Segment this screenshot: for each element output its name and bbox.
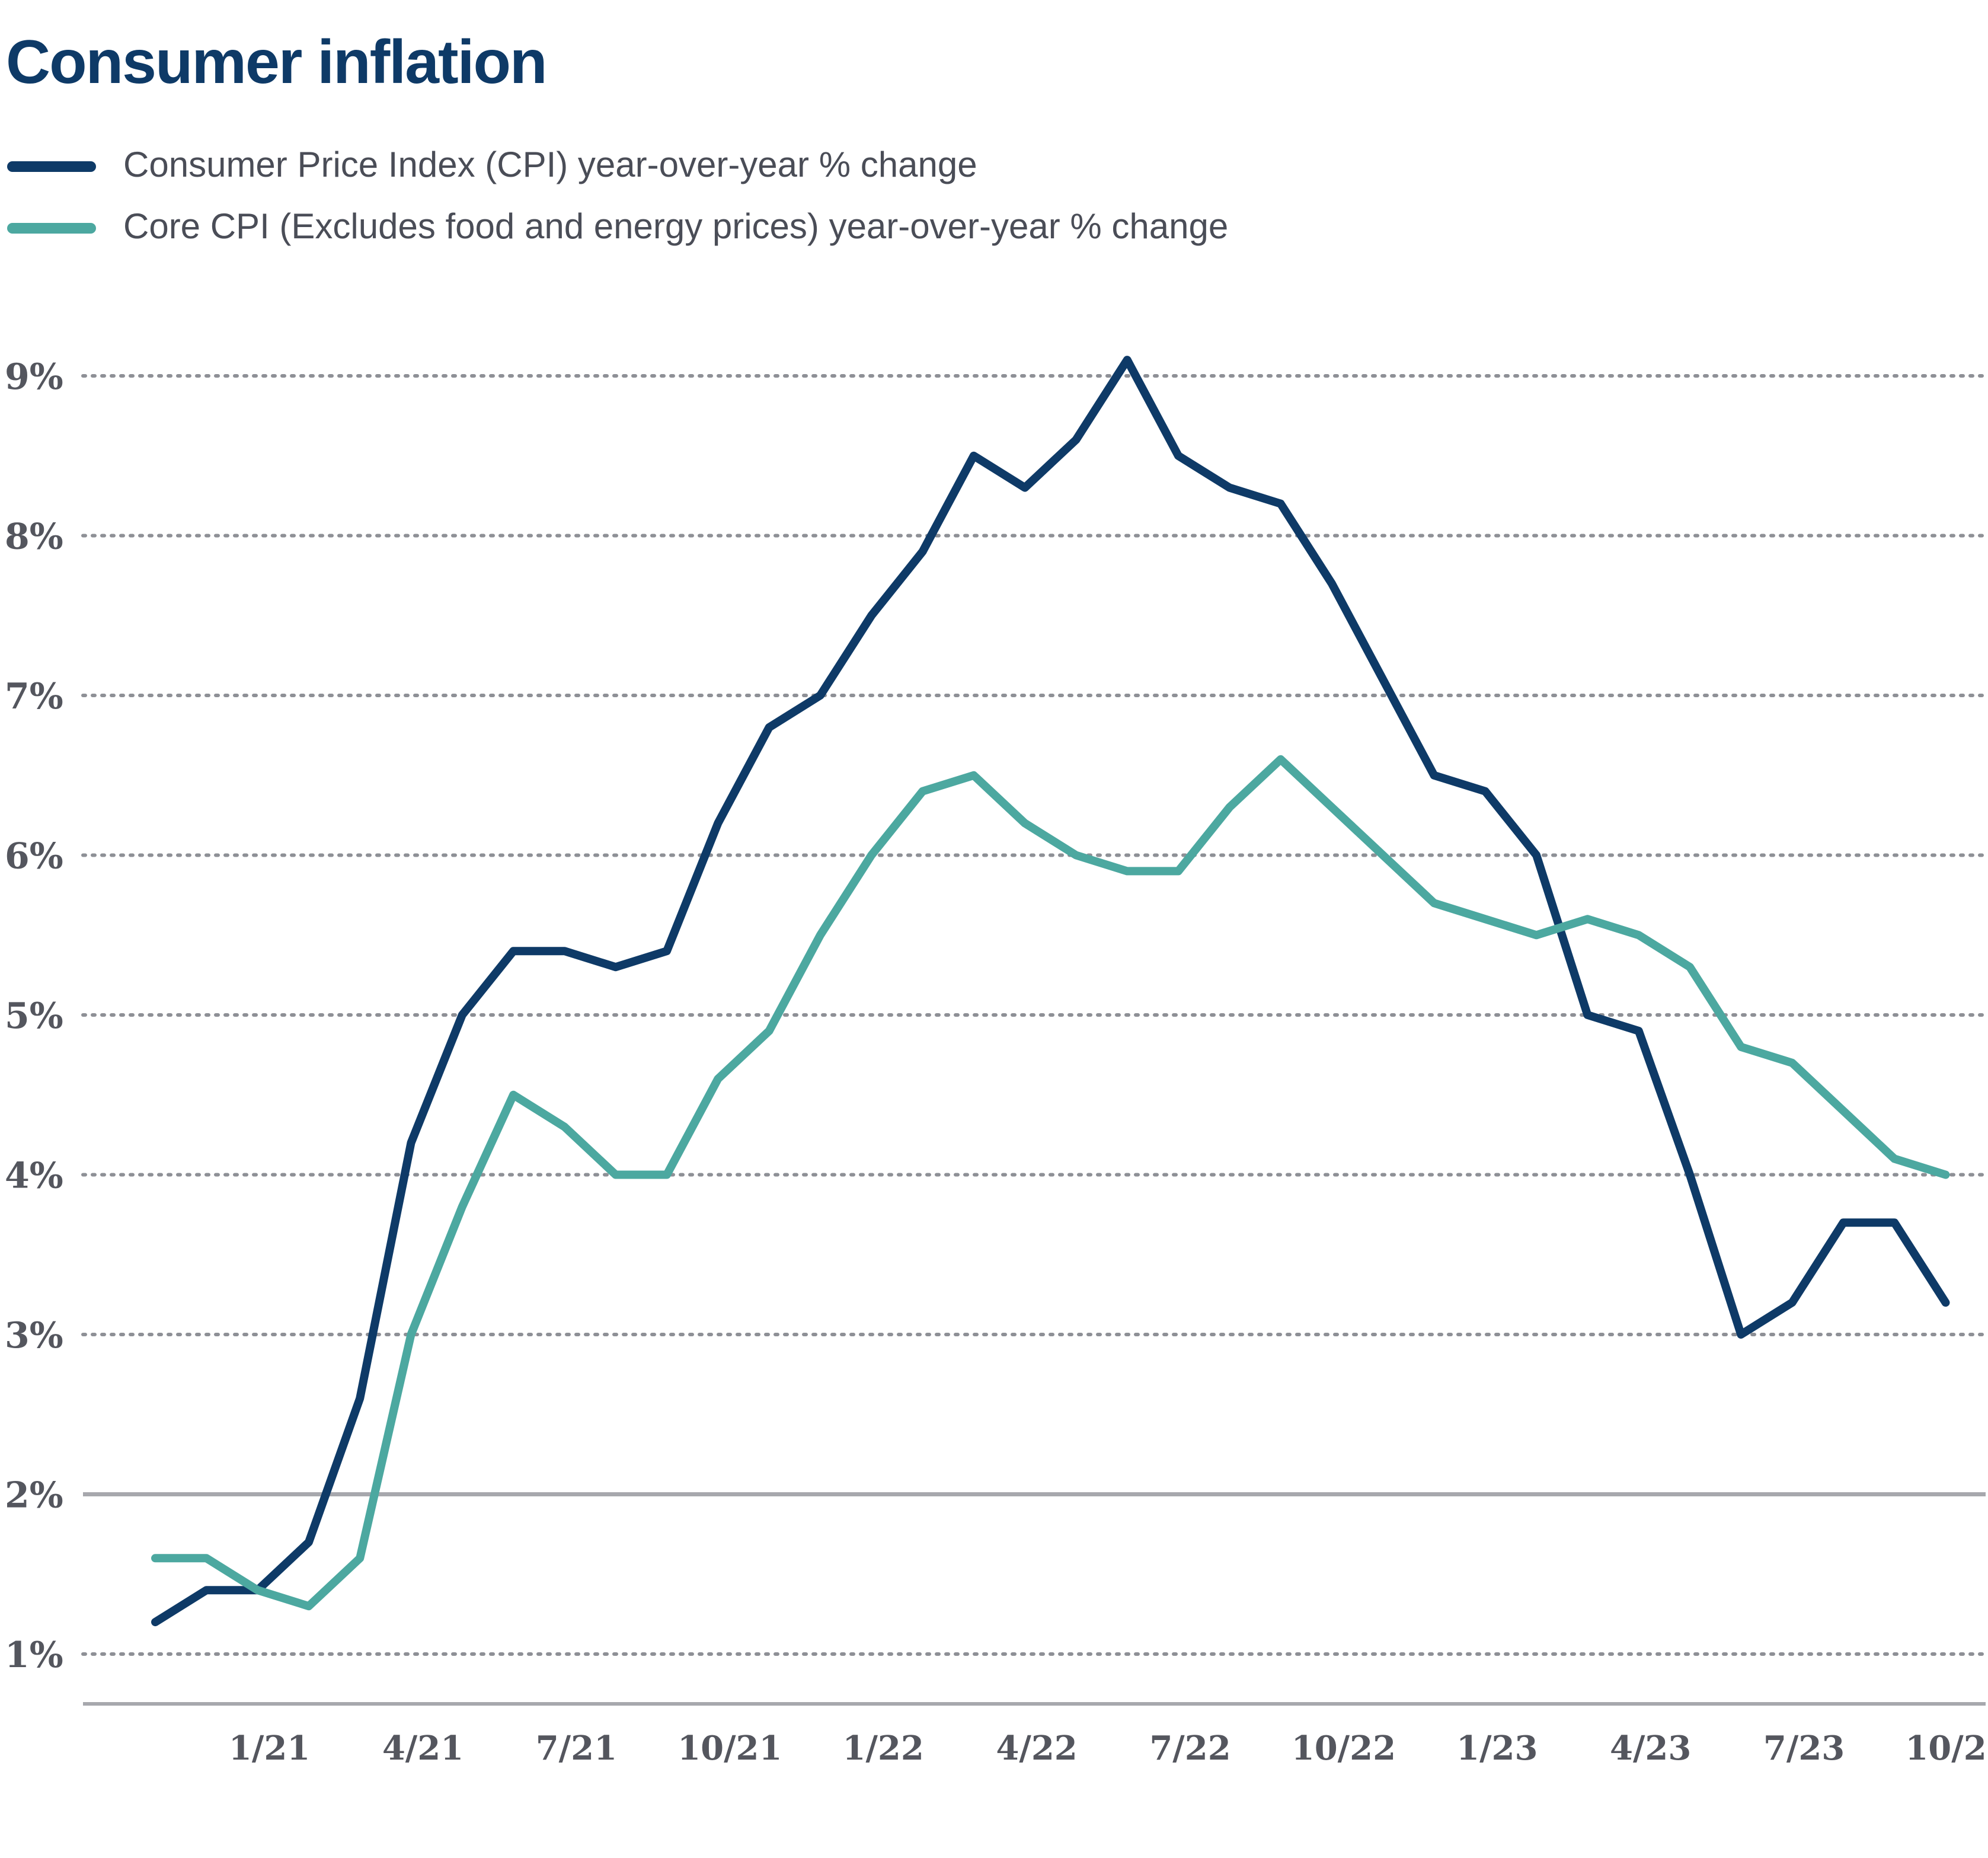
gridlines [81,374,1987,1656]
y-tick-label: 6% [5,836,63,877]
x-tick-label: 7/21 [536,1729,617,1768]
x-tick-label: 4/21 [382,1729,464,1768]
y-tick-label: 8% [5,516,63,558]
series-line-cpi [151,356,1950,1627]
y-axis-tick-labels: 1% 2% 3% 4% 5% 6% 7% 8% 9% [5,356,63,1676]
y-tick-label: 5% [5,995,63,1037]
x-axis-tick-labels: 1/21 4/21 7/21 10/21 1/22 4/22 7/22 10/22 1/23 4/… [229,1729,1988,1768]
y-tick-label: 3% [5,1315,63,1356]
chart-title: Consumer inflation [6,28,548,97]
x-tick-label: 10/21 [677,1729,782,1768]
y-tick-label: 2% [5,1475,63,1517]
legend-swatch-core-cpi [7,223,96,234]
x-tick-label: 1/23 [1456,1729,1538,1768]
series-line-core-cpi [151,755,1950,1611]
legend-label-core-cpi: Core CPI (Excludes food and energy price… [123,206,1229,246]
legend-swatch-cpi [7,161,96,172]
y-tick-label: 7% [5,676,63,717]
x-tick-label: 1/22 [843,1729,924,1768]
y-tick-label: 1% [5,1634,63,1676]
reference-lines [83,1492,1986,1706]
x-tick-label: 7/22 [1149,1729,1230,1768]
x-tick-label: 4/23 [1610,1729,1691,1768]
x-tick-label: 1/21 [229,1729,310,1768]
x-tick-label: 7/23 [1763,1729,1845,1768]
x-tick-label: 10/22 [1292,1729,1396,1768]
series-lines [151,356,1950,1627]
x-tick-label: 4/22 [996,1729,1077,1768]
y-tick-label: 4% [5,1155,63,1197]
x-tick-label: 10/23 [1905,1729,1988,1768]
y-tick-label: 9% [5,356,63,398]
legend-label-cpi: Consumer Price Index (CPI) year-over-yea… [123,145,977,184]
